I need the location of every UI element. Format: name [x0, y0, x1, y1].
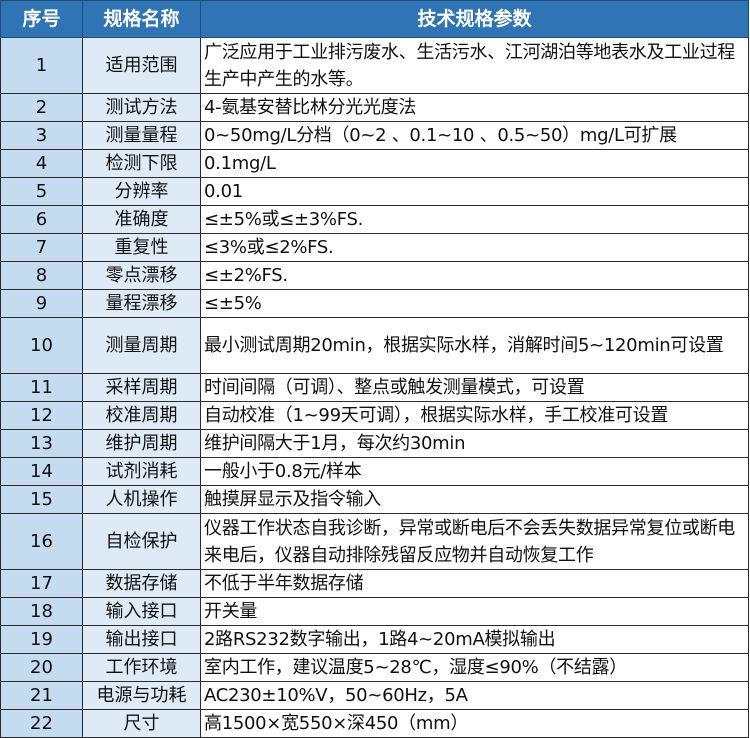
row-number: 11 [0, 373, 83, 402]
row-number: 16 [0, 513, 83, 570]
spec-value: 维护间隔大于1月，每次约30min [200, 429, 749, 458]
table-row: 14 试剂消耗 一般小于0.8元/样本 [0, 457, 749, 486]
table-row: 21 电源与功耗 AC230±10%V，50~60Hz，5A [0, 681, 749, 710]
spec-value: 自动校准（1~99天可调），根据实际水样，手工校准可设置 [200, 401, 749, 430]
row-number: 19 [0, 625, 83, 654]
row-number: 6 [0, 205, 83, 234]
spec-name: 输入接口 [82, 597, 201, 626]
spec-value: ≤3%或≤2%FS. [200, 233, 749, 262]
row-number: 2 [0, 93, 83, 122]
spec-name: 数据存储 [82, 569, 201, 598]
spec-name: 分辨率 [82, 177, 201, 206]
spec-name: 输出接口 [82, 625, 201, 654]
row-number: 12 [0, 401, 83, 430]
spec-value: ≤±2%FS. [200, 261, 749, 290]
row-number: 7 [0, 233, 83, 262]
spec-value: 不低于半年数据存储 [200, 569, 749, 598]
spec-value: 4-氨基安替比林分光光度法 [200, 93, 749, 122]
table-row: 2 测试方法 4-氨基安替比林分光光度法 [0, 93, 749, 122]
spec-name: 维护周期 [82, 429, 201, 458]
spec-name: 电源与功耗 [82, 681, 201, 710]
row-number: 17 [0, 569, 83, 598]
table-row: 10 测量周期 最小测试周期20min，根据实际水样，消解时间5~120min可设置 [0, 317, 749, 374]
spec-value: 仪器工作状态自我诊断，异常或断电后不会丢失数据异常复位或断电来电后，仪器自动排除… [200, 513, 749, 570]
spec-value: ≤±5%或≤±3%FS. [200, 205, 749, 234]
spec-name: 适用范围 [82, 37, 201, 94]
spec-value: 0.01 [200, 177, 749, 206]
table-row: 20 工作环境 室内工作，建议温度5~28℃，湿度≤90%（不结露） [0, 653, 749, 682]
spec-value: 0.1mg/L [200, 149, 749, 178]
spec-value: 高1500×宽550×深450（mm） [200, 709, 749, 738]
table-row: 6 准确度 ≤±5%或≤±3%FS. [0, 205, 749, 234]
header-name: 规格名称 [82, 0, 201, 38]
table-row: 11 采样周期 时间间隔（可调）、整点或触发测量模式，可设置 [0, 373, 749, 402]
spec-name: 自检保护 [82, 513, 201, 570]
spec-name: 人机操作 [82, 485, 201, 514]
table-row: 22 尺寸 高1500×宽550×深450（mm） [0, 709, 749, 738]
row-number: 15 [0, 485, 83, 514]
table-row: 7 重复性 ≤3%或≤2%FS. [0, 233, 749, 262]
spec-name: 零点漂移 [82, 261, 201, 290]
row-number: 1 [0, 37, 83, 94]
table-row: 18 输入接口 开关量 [0, 597, 749, 626]
row-number: 14 [0, 457, 83, 486]
table-row: 4 检测下限 0.1mg/L [0, 149, 749, 178]
spec-name: 尺寸 [82, 709, 201, 738]
spec-value: 0~50mg/L分档（0~2 、0.1~10 、0.5~50）mg/L可扩展 [200, 121, 749, 150]
table-row: 15 人机操作 触摸屏显示及指令输入 [0, 485, 749, 514]
spec-name: 重复性 [82, 233, 201, 262]
row-number: 22 [0, 709, 83, 738]
spec-value: 开关量 [200, 597, 749, 626]
row-number: 3 [0, 121, 83, 150]
row-number: 10 [0, 317, 83, 374]
table-row: 19 输出接口 2路RS232数字输出，1路4~20mA模拟输出 [0, 625, 749, 654]
table-row: 8 零点漂移 ≤±2%FS. [0, 261, 749, 290]
table-row: 17 数据存储 不低于半年数据存储 [0, 569, 749, 598]
spec-name: 量程漂移 [82, 289, 201, 318]
spec-value: 时间间隔（可调）、整点或触发测量模式，可设置 [200, 373, 749, 402]
spec-name: 试剂消耗 [82, 457, 201, 486]
row-number: 13 [0, 429, 83, 458]
header-no: 序号 [0, 0, 83, 38]
header-value: 技术规格参数 [200, 0, 749, 38]
table-row: 13 维护周期 维护间隔大于1月，每次约30min [0, 429, 749, 458]
row-number: 9 [0, 289, 83, 318]
table-row: 1 适用范围 广泛应用于工业排污废水、生活污水、江河湖泊等地表水及工业过程生产中产生… [0, 37, 749, 94]
spec-name: 测量量程 [82, 121, 201, 150]
table-row: 5 分辨率 0.01 [0, 177, 749, 206]
row-number: 5 [0, 177, 83, 206]
spec-value: AC230±10%V，50~60Hz，5A [200, 681, 749, 710]
spec-value: 室内工作，建议温度5~28℃，湿度≤90%（不结露） [200, 653, 749, 682]
table-row: 9 量程漂移 ≤±5% [0, 289, 749, 318]
spec-name: 测量周期 [82, 317, 201, 374]
row-number: 8 [0, 261, 83, 290]
spec-name: 检测下限 [82, 149, 201, 178]
table-row: 16 自检保护 仪器工作状态自我诊断，异常或断电后不会丢失数据异常复位或断电来电后，… [0, 513, 749, 570]
spec-name: 准确度 [82, 205, 201, 234]
spec-value: 2路RS232数字输出，1路4~20mA模拟输出 [200, 625, 749, 654]
row-number: 18 [0, 597, 83, 626]
spec-value: ≤±5% [200, 289, 749, 318]
table-row: 12 校准周期 自动校准（1~99天可调），根据实际水样，手工校准可设置 [0, 401, 749, 430]
spec-value: 触摸屏显示及指令输入 [200, 485, 749, 514]
spec-value: 广泛应用于工业排污废水、生活污水、江河湖泊等地表水及工业过程生产中产生的水等。 [200, 37, 749, 94]
spec-name: 测试方法 [82, 93, 201, 122]
row-number: 20 [0, 653, 83, 682]
spec-name: 采样周期 [82, 373, 201, 402]
row-number: 21 [0, 681, 83, 710]
table-row: 3 测量量程 0~50mg/L分档（0~2 、0.1~10 、0.5~50）mg/L… [0, 121, 749, 150]
header-row: 序号 规格名称 技术规格参数 [0, 0, 749, 38]
spec-name: 校准周期 [82, 401, 201, 430]
spec-name: 工作环境 [82, 653, 201, 682]
spec-value: 一般小于0.8元/样本 [200, 457, 749, 486]
row-number: 4 [0, 149, 83, 178]
spec-value: 最小测试周期20min，根据实际水样，消解时间5~120min可设置 [200, 317, 749, 374]
